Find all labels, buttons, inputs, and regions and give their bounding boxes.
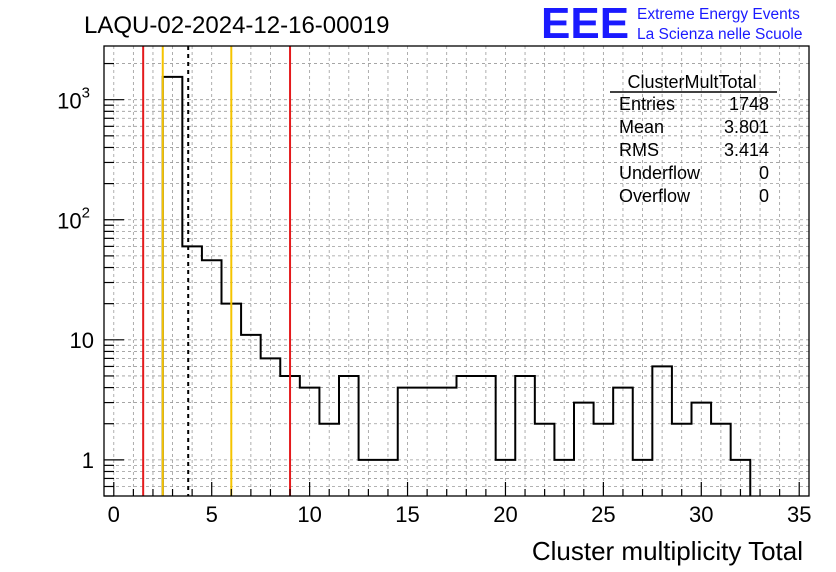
y-tick-label: 102 [57,205,90,234]
stats-value: 3.414 [724,140,769,160]
x-tick-label: 5 [206,502,218,527]
stats-title: ClusterMultTotal [627,72,756,92]
stats-label: Entries [619,94,675,114]
x-tick-label: 35 [787,502,811,527]
x-tick-label: 30 [689,502,713,527]
stats-label: Mean [619,117,664,137]
histogram-outline [161,75,752,496]
stats-value: 1748 [729,94,769,114]
x-axis-label: Cluster multiplicity Total [532,536,803,566]
plot-frame [103,45,810,497]
y-tick-label: 103 [57,85,90,114]
eee-logo: EEE Extreme Energy Events La Scienza nel… [541,0,802,48]
stats-label: Overflow [619,186,691,206]
eee-logo-line2: La Scienza nelle Scuole [637,26,802,43]
eee-logo-line1: Extreme Energy Events [637,6,800,23]
x-tick-label: 20 [493,502,517,527]
stats-label: RMS [619,140,659,160]
marker-lines [142,46,292,496]
y-tick-label: 10 [70,328,94,353]
x-tick-label: 15 [395,502,419,527]
stats-value: 0 [759,186,769,206]
stats-label: Underflow [619,163,701,183]
grid-lines [104,46,809,497]
run-title: LAQU-02-2024-12-16-00019 [84,12,390,39]
axis-ticks [104,62,800,497]
x-tick-labels: 0 5 10 15 20 25 30 35 [108,502,812,527]
x-tick-label: 10 [297,502,321,527]
x-tick-label: 0 [108,502,120,527]
stats-rows: Entries 1748 Mean 3.801 RMS 3.414 Underflow 0 Ov… [619,94,769,206]
stats-value: 3.801 [724,117,769,137]
stats-value: 0 [759,163,769,183]
y-tick-label: 1 [82,448,94,473]
eee-logo-letters: EEE [541,0,629,48]
y-tick-labels: 1 10 102 103 [57,85,94,473]
x-tick-label: 25 [591,502,615,527]
stats-box: ClusterMultTotal Entries 1748 Mean 3.801 RMS… [610,72,777,206]
